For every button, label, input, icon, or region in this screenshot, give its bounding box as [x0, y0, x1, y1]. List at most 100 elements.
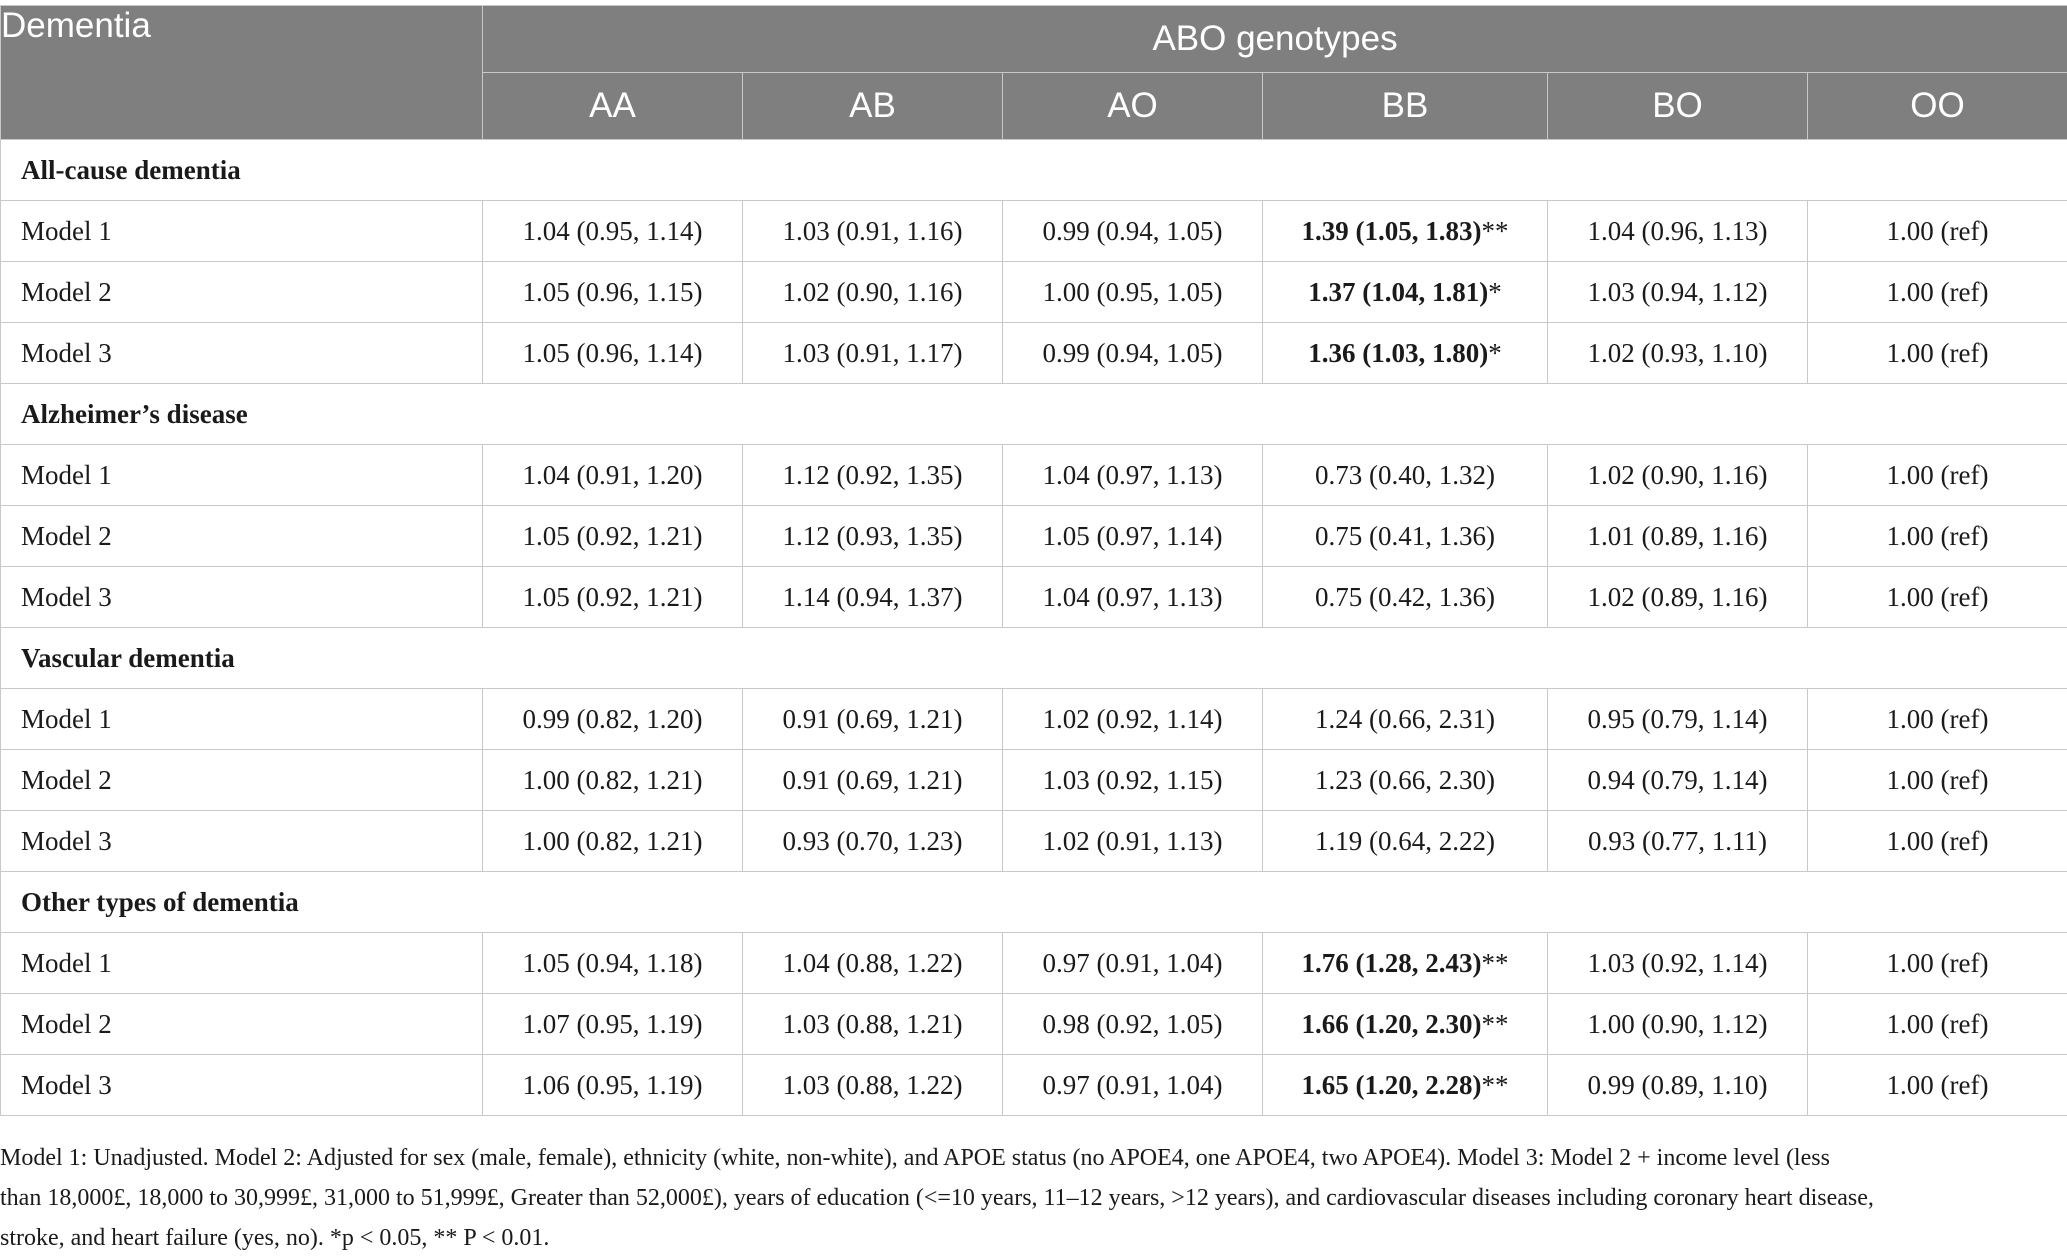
estimate-cell: 1.76 (1.28, 2.43)**	[1263, 933, 1548, 994]
genotype-header-aa: AA	[483, 73, 743, 140]
estimate-cell: 0.97 (0.91, 1.04)	[1003, 1055, 1263, 1116]
table-footnote: Model 1: Unadjusted. Model 2: Adjusted f…	[0, 1138, 2067, 1258]
estimate-value: 1.03 (0.94, 1.12)	[1588, 277, 1768, 307]
estimate-cell: 0.99 (0.94, 1.05)	[1003, 323, 1263, 384]
estimate-cell: 1.00 (ref)	[1808, 933, 2067, 994]
estimate-cell: 1.00 (ref)	[1808, 1055, 2067, 1116]
estimate-value: 0.99 (0.89, 1.10)	[1588, 1070, 1768, 1100]
estimate-cell: 0.73 (0.40, 1.32)	[1263, 445, 1548, 506]
group-row: Other types of dementia	[1, 872, 2067, 933]
estimate-cell: 1.04 (0.95, 1.14)	[483, 201, 743, 262]
estimate-value: 1.23 (0.66, 2.30)	[1315, 765, 1495, 795]
estimate-cell: 1.04 (0.97, 1.13)	[1003, 445, 1263, 506]
estimate-value: 1.66 (1.20, 2.30)	[1302, 1009, 1482, 1039]
estimate-value: 1.37 (1.04, 1.81)	[1308, 277, 1488, 307]
estimate-cell: 1.05 (0.97, 1.14)	[1003, 506, 1263, 567]
estimate-cell: 1.00 (ref)	[1808, 994, 2067, 1055]
estimate-value: 1.07 (0.95, 1.19)	[523, 1009, 703, 1039]
estimate-cell: 1.00 (ref)	[1808, 445, 2067, 506]
estimate-value: 0.99 (0.94, 1.05)	[1043, 216, 1223, 246]
estimate-cell: 1.03 (0.91, 1.17)	[743, 323, 1003, 384]
estimate-cell: 0.75 (0.42, 1.36)	[1263, 567, 1548, 628]
results-table: Dementia ABO genotypes AA AB AO BB BO OO…	[0, 5, 2067, 1116]
genotype-header-bb: BB	[1263, 73, 1548, 140]
significance-marker: **	[1481, 948, 1508, 978]
estimate-cell: 1.01 (0.89, 1.16)	[1548, 506, 1808, 567]
estimate-value: 1.00 (ref)	[1887, 948, 1989, 978]
estimate-value: 1.00 (ref)	[1887, 582, 1989, 612]
estimate-value: 0.98 (0.92, 1.05)	[1043, 1009, 1223, 1039]
results-table-container: Dementia ABO genotypes AA AB AO BB BO OO…	[0, 5, 2067, 1116]
table-row: Model 1 1.05 (0.94, 1.18) 1.04 (0.88, 1.22…	[1, 933, 2067, 994]
estimate-value: 1.05 (0.94, 1.18)	[523, 948, 703, 978]
estimate-value: 1.02 (0.91, 1.13)	[1043, 826, 1223, 856]
abo-genotypes-group-header: ABO genotypes	[483, 6, 2067, 73]
estimate-cell: 0.99 (0.94, 1.05)	[1003, 201, 1263, 262]
estimate-value: 1.04 (0.91, 1.20)	[523, 460, 703, 490]
estimate-cell: 1.02 (0.89, 1.16)	[1548, 567, 1808, 628]
estimate-cell: 1.05 (0.96, 1.14)	[483, 323, 743, 384]
estimate-cell: 1.00 (ref)	[1808, 750, 2067, 811]
estimate-cell: 1.04 (0.96, 1.13)	[1548, 201, 1808, 262]
table-row: Model 2 1.00 (0.82, 1.21) 0.91 (0.69, 1.21…	[1, 750, 2067, 811]
estimate-value: 1.03 (0.92, 1.15)	[1043, 765, 1223, 795]
estimate-value: 1.00 (ref)	[1887, 216, 1989, 246]
estimate-cell: 1.04 (0.97, 1.13)	[1003, 567, 1263, 628]
estimate-value: 0.97 (0.91, 1.04)	[1043, 948, 1223, 978]
estimate-cell: 1.00 (ref)	[1808, 567, 2067, 628]
estimate-cell: 1.12 (0.92, 1.35)	[743, 445, 1003, 506]
estimate-cell: 1.00 (0.82, 1.21)	[483, 811, 743, 872]
estimate-cell: 1.23 (0.66, 2.30)	[1263, 750, 1548, 811]
estimate-value: 1.04 (0.97, 1.13)	[1043, 582, 1223, 612]
genotype-header-oo: OO	[1808, 73, 2067, 140]
estimate-cell: 1.00 (ref)	[1808, 506, 2067, 567]
estimate-value: 0.93 (0.77, 1.11)	[1588, 826, 1767, 856]
estimate-cell: 1.02 (0.90, 1.16)	[1548, 445, 1808, 506]
estimate-cell: 1.19 (0.64, 2.22)	[1263, 811, 1548, 872]
estimate-value: 1.65 (1.20, 2.28)	[1302, 1070, 1482, 1100]
estimate-cell: 1.66 (1.20, 2.30)**	[1263, 994, 1548, 1055]
estimate-cell: 1.05 (0.92, 1.21)	[483, 567, 743, 628]
estimate-value: 1.00 (ref)	[1887, 521, 1989, 551]
estimate-value: 1.00 (0.82, 1.21)	[523, 765, 703, 795]
genotype-header-ao: AO	[1003, 73, 1263, 140]
estimate-cell: 1.65 (1.20, 2.28)**	[1263, 1055, 1548, 1116]
model-label: Model 3	[1, 1055, 483, 1116]
estimate-value: 1.02 (0.90, 1.16)	[1588, 460, 1768, 490]
estimate-cell: 1.00 (ref)	[1808, 201, 2067, 262]
model-label: Model 1	[1, 933, 483, 994]
significance-marker: *	[1488, 338, 1502, 368]
estimate-cell: 1.02 (0.90, 1.16)	[743, 262, 1003, 323]
estimate-cell: 1.03 (0.94, 1.12)	[1548, 262, 1808, 323]
estimate-cell: 1.12 (0.93, 1.35)	[743, 506, 1003, 567]
table-header: Dementia ABO genotypes AA AB AO BB BO OO	[1, 6, 2067, 140]
estimate-value: 0.99 (0.94, 1.05)	[1043, 338, 1223, 368]
dementia-column-header: Dementia	[1, 6, 483, 140]
estimate-cell: 0.99 (0.82, 1.20)	[483, 689, 743, 750]
estimate-cell: 1.00 (ref)	[1808, 689, 2067, 750]
estimate-value: 1.02 (0.90, 1.16)	[783, 277, 963, 307]
estimate-cell: 1.00 (ref)	[1808, 262, 2067, 323]
group-label: Alzheimer’s disease	[1, 384, 2067, 445]
estimate-value: 0.95 (0.79, 1.14)	[1588, 704, 1768, 734]
estimate-cell: 1.03 (0.88, 1.22)	[743, 1055, 1003, 1116]
estimate-cell: 0.91 (0.69, 1.21)	[743, 750, 1003, 811]
model-label: Model 1	[1, 689, 483, 750]
estimate-cell: 1.03 (0.92, 1.15)	[1003, 750, 1263, 811]
estimate-value: 1.04 (0.88, 1.22)	[783, 948, 963, 978]
estimate-cell: 1.00 (0.90, 1.12)	[1548, 994, 1808, 1055]
estimate-value: 1.19 (0.64, 2.22)	[1315, 826, 1495, 856]
model-label: Model 3	[1, 567, 483, 628]
group-row: Alzheimer’s disease	[1, 384, 2067, 445]
estimate-cell: 1.06 (0.95, 1.19)	[483, 1055, 743, 1116]
model-label: Model 2	[1, 750, 483, 811]
estimate-cell: 1.37 (1.04, 1.81)*	[1263, 262, 1548, 323]
estimate-cell: 1.00 (ref)	[1808, 811, 2067, 872]
estimate-value: 0.75 (0.41, 1.36)	[1315, 521, 1495, 551]
